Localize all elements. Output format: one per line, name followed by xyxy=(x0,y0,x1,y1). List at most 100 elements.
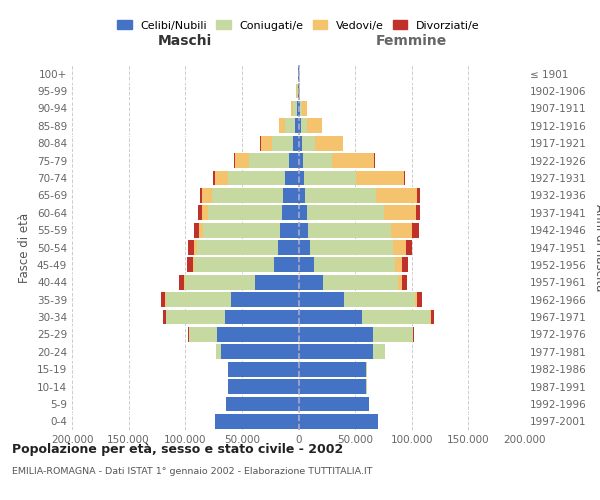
Bar xyxy=(299,327,373,342)
Bar xyxy=(296,84,299,98)
Bar xyxy=(299,101,307,116)
Bar xyxy=(228,379,299,394)
Bar xyxy=(200,188,299,202)
Bar xyxy=(260,136,299,150)
Bar xyxy=(166,292,299,307)
Bar xyxy=(299,275,323,289)
Bar xyxy=(299,222,419,238)
Bar xyxy=(299,170,356,186)
Bar xyxy=(299,136,343,150)
Bar xyxy=(228,170,299,186)
Bar xyxy=(228,379,299,394)
Bar xyxy=(299,240,310,255)
Bar xyxy=(278,240,299,255)
Bar xyxy=(299,327,413,342)
Bar xyxy=(188,327,299,342)
Bar xyxy=(299,240,412,255)
Bar xyxy=(285,170,299,186)
Bar xyxy=(194,240,299,255)
Bar xyxy=(299,414,378,428)
Bar xyxy=(299,362,367,376)
Bar xyxy=(299,379,367,394)
Bar xyxy=(299,118,307,133)
Bar xyxy=(179,275,299,289)
Bar xyxy=(188,327,299,342)
Bar xyxy=(299,188,376,202)
Bar xyxy=(299,396,369,411)
Y-axis label: Fasce di età: Fasce di età xyxy=(19,212,31,282)
Bar xyxy=(299,327,414,342)
Text: EMILIA-ROMAGNA - Dati ISTAT 1° gennaio 2002 - Elaborazione TUTTITALIA.IT: EMILIA-ROMAGNA - Dati ISTAT 1° gennaio 2… xyxy=(12,467,373,476)
Bar xyxy=(299,344,385,359)
Bar xyxy=(299,275,407,289)
Bar xyxy=(299,292,344,307)
Bar xyxy=(203,222,299,238)
Bar xyxy=(215,170,299,186)
Bar xyxy=(299,222,391,238)
Bar xyxy=(261,136,299,150)
Bar xyxy=(299,310,434,324)
Text: Popolazione per età, sesso e stato civile - 2002: Popolazione per età, sesso e stato civil… xyxy=(12,442,343,456)
Bar xyxy=(285,118,299,133)
Bar xyxy=(228,362,299,376)
Bar xyxy=(289,153,299,168)
Bar xyxy=(299,136,302,150)
Bar xyxy=(202,206,299,220)
Bar xyxy=(299,292,422,307)
Bar xyxy=(299,310,362,324)
Bar xyxy=(299,344,385,359)
Bar xyxy=(215,414,299,428)
Bar xyxy=(299,153,374,168)
Bar xyxy=(215,344,299,359)
Bar xyxy=(248,153,299,168)
Bar xyxy=(295,118,299,133)
Bar xyxy=(166,292,299,307)
Bar xyxy=(299,206,307,220)
Bar xyxy=(299,310,430,324)
Y-axis label: Anni di nascita: Anni di nascita xyxy=(593,204,600,291)
Bar xyxy=(298,66,299,81)
Bar xyxy=(299,188,420,202)
Bar xyxy=(194,258,299,272)
Bar xyxy=(215,414,299,428)
Bar xyxy=(299,258,395,272)
Bar xyxy=(184,275,299,289)
Bar xyxy=(226,396,299,411)
Bar xyxy=(226,396,299,411)
Bar xyxy=(215,414,299,428)
Bar xyxy=(188,240,299,255)
Bar xyxy=(299,222,412,238)
Bar xyxy=(293,136,299,150)
Bar xyxy=(299,170,304,186)
Text: Maschi: Maschi xyxy=(158,34,212,48)
Bar xyxy=(299,206,416,220)
Bar xyxy=(299,240,393,255)
Bar xyxy=(256,275,299,289)
Bar xyxy=(299,222,308,238)
Bar xyxy=(235,153,299,168)
Bar xyxy=(216,344,299,359)
Bar xyxy=(299,379,367,394)
Bar xyxy=(226,396,299,411)
Bar xyxy=(299,153,303,168)
Bar xyxy=(208,206,299,220)
Bar xyxy=(163,310,299,324)
Bar xyxy=(299,362,367,376)
Bar xyxy=(299,118,322,133)
Bar xyxy=(194,222,299,238)
Bar xyxy=(185,275,299,289)
Bar xyxy=(299,170,404,186)
Bar xyxy=(297,101,299,116)
Bar xyxy=(298,84,299,98)
Bar xyxy=(234,153,299,168)
Bar xyxy=(299,275,398,289)
Bar xyxy=(216,344,299,359)
Bar xyxy=(299,396,369,411)
Bar xyxy=(299,414,378,428)
Bar xyxy=(299,84,301,98)
Bar xyxy=(161,292,299,307)
Bar xyxy=(299,188,305,202)
Bar xyxy=(296,84,299,98)
Bar xyxy=(299,379,367,394)
Text: Femmine: Femmine xyxy=(376,34,448,48)
